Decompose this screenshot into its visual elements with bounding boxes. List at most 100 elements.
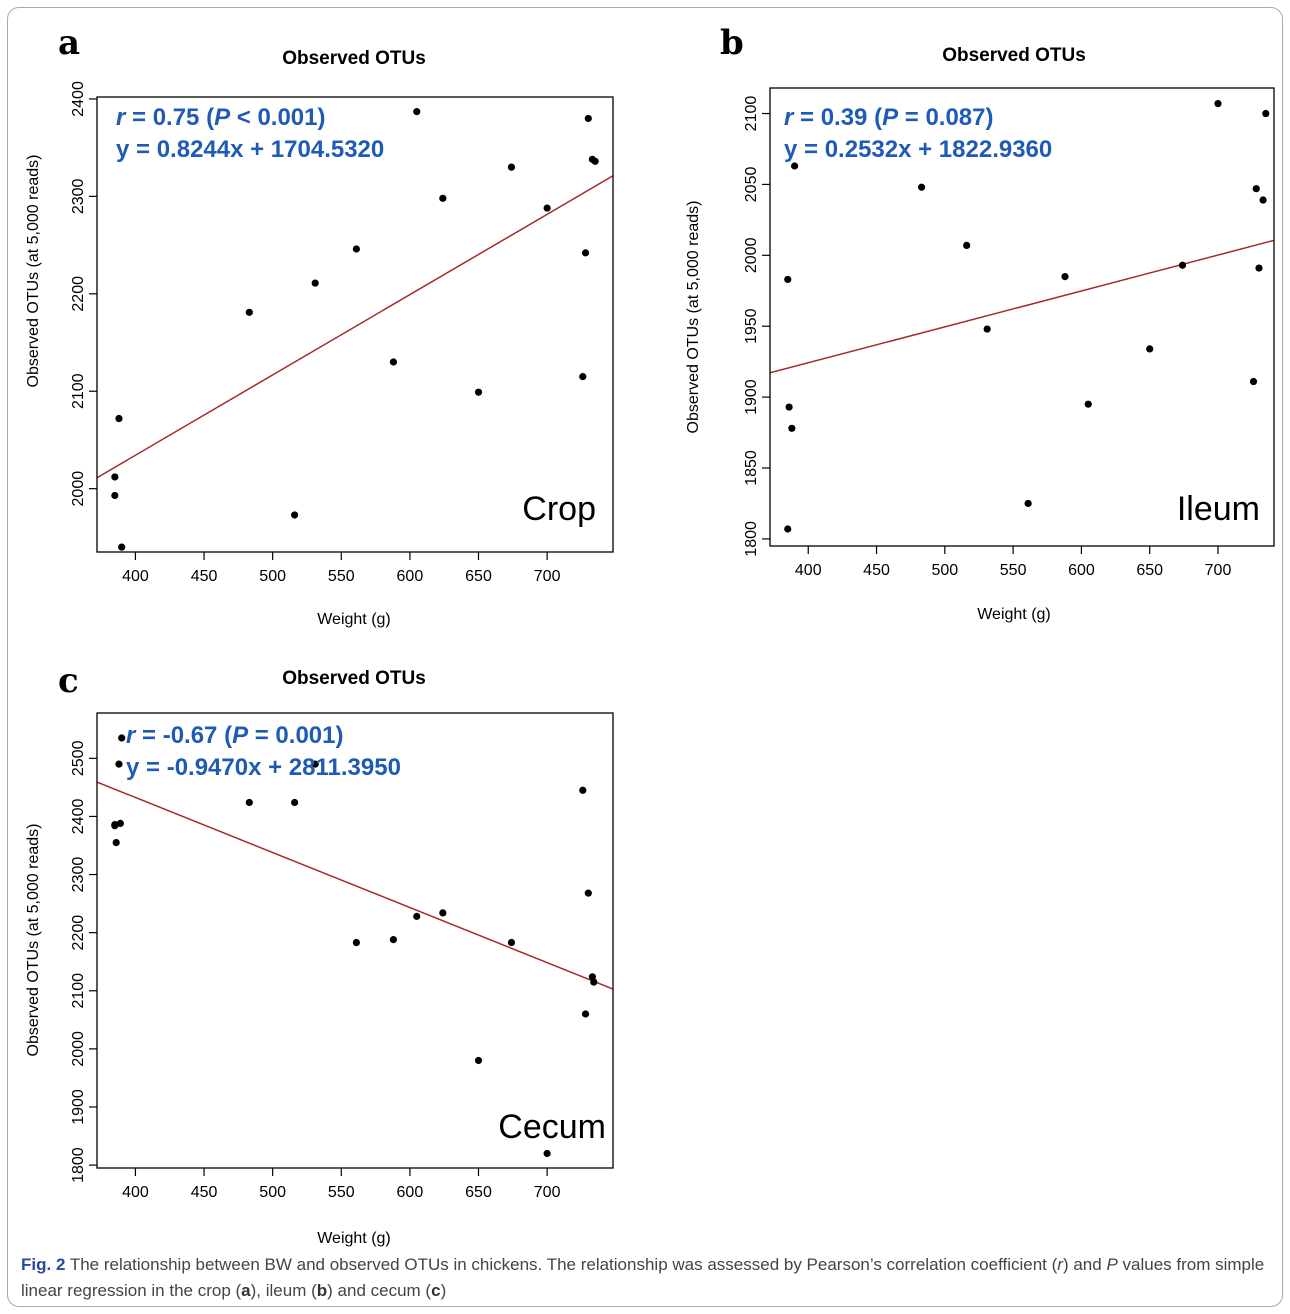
x-tick-label: 600 [1068, 562, 1095, 579]
y-tick-label: 2000 [70, 1031, 87, 1067]
data-point [963, 241, 971, 249]
data-point [118, 543, 126, 551]
y-tick-label: 1950 [743, 308, 760, 344]
plot-title-a: Observed OTUs [282, 48, 426, 69]
y-tick-label: 1800 [70, 1147, 87, 1183]
caption-text: ) and cecum ( [327, 1281, 432, 1300]
caption-a: a [241, 1281, 251, 1300]
data-point [1255, 264, 1263, 272]
data-point [507, 938, 516, 947]
caption-text: ) and [1062, 1255, 1107, 1274]
data-point [389, 936, 398, 944]
x-tick-label: 450 [191, 1184, 218, 1201]
x-axis-label-a: Weight (g) [317, 611, 391, 628]
stat-eq-c: y = -0.9470x + 2811.3950 [126, 754, 401, 781]
data-point [389, 358, 398, 366]
x-tick-label: 500 [259, 568, 286, 585]
y-tick-label: 2200 [70, 276, 87, 312]
x-tick-label: 450 [191, 568, 218, 585]
regression-line [97, 175, 613, 479]
data-point [790, 162, 799, 170]
data-point [1178, 261, 1187, 269]
stat-r-a: r = 0.75 (P < 0.001) [116, 104, 326, 131]
x-tick-label: 550 [328, 1184, 355, 1201]
data-point [1061, 272, 1069, 281]
data-point [439, 194, 447, 202]
caption-p: P [1106, 1255, 1118, 1274]
caption-b: b [316, 1281, 328, 1300]
data-point [1214, 99, 1222, 108]
caption-text: ) [440, 1281, 447, 1300]
data-point [352, 245, 360, 253]
y-tick-label: 1800 [743, 521, 760, 557]
data-point [111, 491, 119, 500]
data-point [474, 1056, 483, 1065]
data-point [1249, 377, 1258, 386]
data-point [590, 978, 598, 986]
data-point [1146, 345, 1154, 353]
data-point [581, 1010, 590, 1018]
data-point [584, 114, 592, 123]
tissue-label-a: Crop [522, 490, 596, 528]
panel-b: b Observed OTUs Weight (g) Observed OTUs… [685, 23, 1275, 623]
regression-line [97, 781, 613, 990]
data-point [579, 373, 587, 381]
data-point [543, 204, 551, 212]
x-tick-label: 400 [122, 568, 149, 585]
data-point [788, 424, 796, 432]
y-tick-label: 2400 [70, 81, 87, 117]
data-point [245, 308, 253, 316]
x-tick-label: 500 [931, 562, 958, 579]
x-tick-label: 650 [465, 1184, 492, 1201]
panel-letter-a: a [58, 23, 80, 63]
stat-eq-a: y = 0.8244x + 1704.5320 [116, 136, 384, 163]
data-point [784, 525, 792, 533]
x-tick-label: 600 [397, 568, 424, 585]
data-point [311, 760, 319, 768]
plot-box [96, 96, 614, 553]
x-tick-label: 400 [795, 562, 822, 579]
y-tick-label: 2000 [743, 237, 760, 273]
panel-letter-c: c [58, 661, 79, 701]
plot-title-c: Observed OTUs [282, 668, 426, 689]
plot-box [769, 87, 1275, 547]
data-point [918, 183, 926, 191]
data-point [115, 760, 123, 768]
data-point [581, 249, 590, 257]
y-tick-label: 2200 [70, 915, 87, 951]
data-point [1024, 499, 1032, 508]
data-point [474, 388, 483, 396]
data-point [584, 889, 592, 897]
caption-text: The relationship between BW and observed… [65, 1255, 1058, 1274]
y-tick-label: 2000 [70, 471, 87, 507]
marks-a: 400 450 500 550 600 650 700 2000 2100 2200 2300 240… [70, 81, 614, 585]
marks-b: 400 450 500 550 600 650 700 1800 1850 1900 1950 200… [743, 87, 1275, 579]
y-tick-label: 2100 [70, 373, 87, 409]
y-tick-label: 2400 [70, 799, 87, 835]
y-axis-label-b: Observed OTUs (at 5,000 reads) [685, 201, 702, 434]
data-point [116, 819, 124, 828]
y-tick-label: 2300 [70, 857, 87, 893]
panel-c: c Observed OTUs Weight (g) Observed OTUs… [25, 661, 614, 1247]
y-tick-label: 2050 [743, 167, 760, 203]
x-tick-label: 700 [534, 1184, 561, 1201]
data-point [1252, 185, 1260, 193]
y-axis-label-a: Observed OTUs (at 5,000 reads) [25, 155, 42, 388]
y-tick-label: 1900 [743, 379, 760, 415]
stat-r-b: r = 0.39 (P = 0.087) [784, 104, 994, 131]
data-point [543, 1149, 551, 1158]
data-point [413, 108, 421, 116]
caption-fig-label: Fig. 2 [21, 1255, 66, 1274]
panel-letter-b: b [720, 23, 744, 63]
stat-eq-b: y = 0.2532x + 1822.9360 [784, 136, 1052, 163]
data-point [579, 786, 587, 794]
tissue-label-c: Cecum [498, 1108, 606, 1146]
x-tick-label: 700 [534, 568, 561, 585]
x-tick-label: 650 [465, 568, 492, 585]
data-point [118, 734, 126, 742]
data-point [507, 163, 516, 171]
y-tick-label: 2300 [70, 178, 87, 214]
data-point [439, 909, 447, 917]
x-tick-label: 500 [259, 1184, 286, 1201]
